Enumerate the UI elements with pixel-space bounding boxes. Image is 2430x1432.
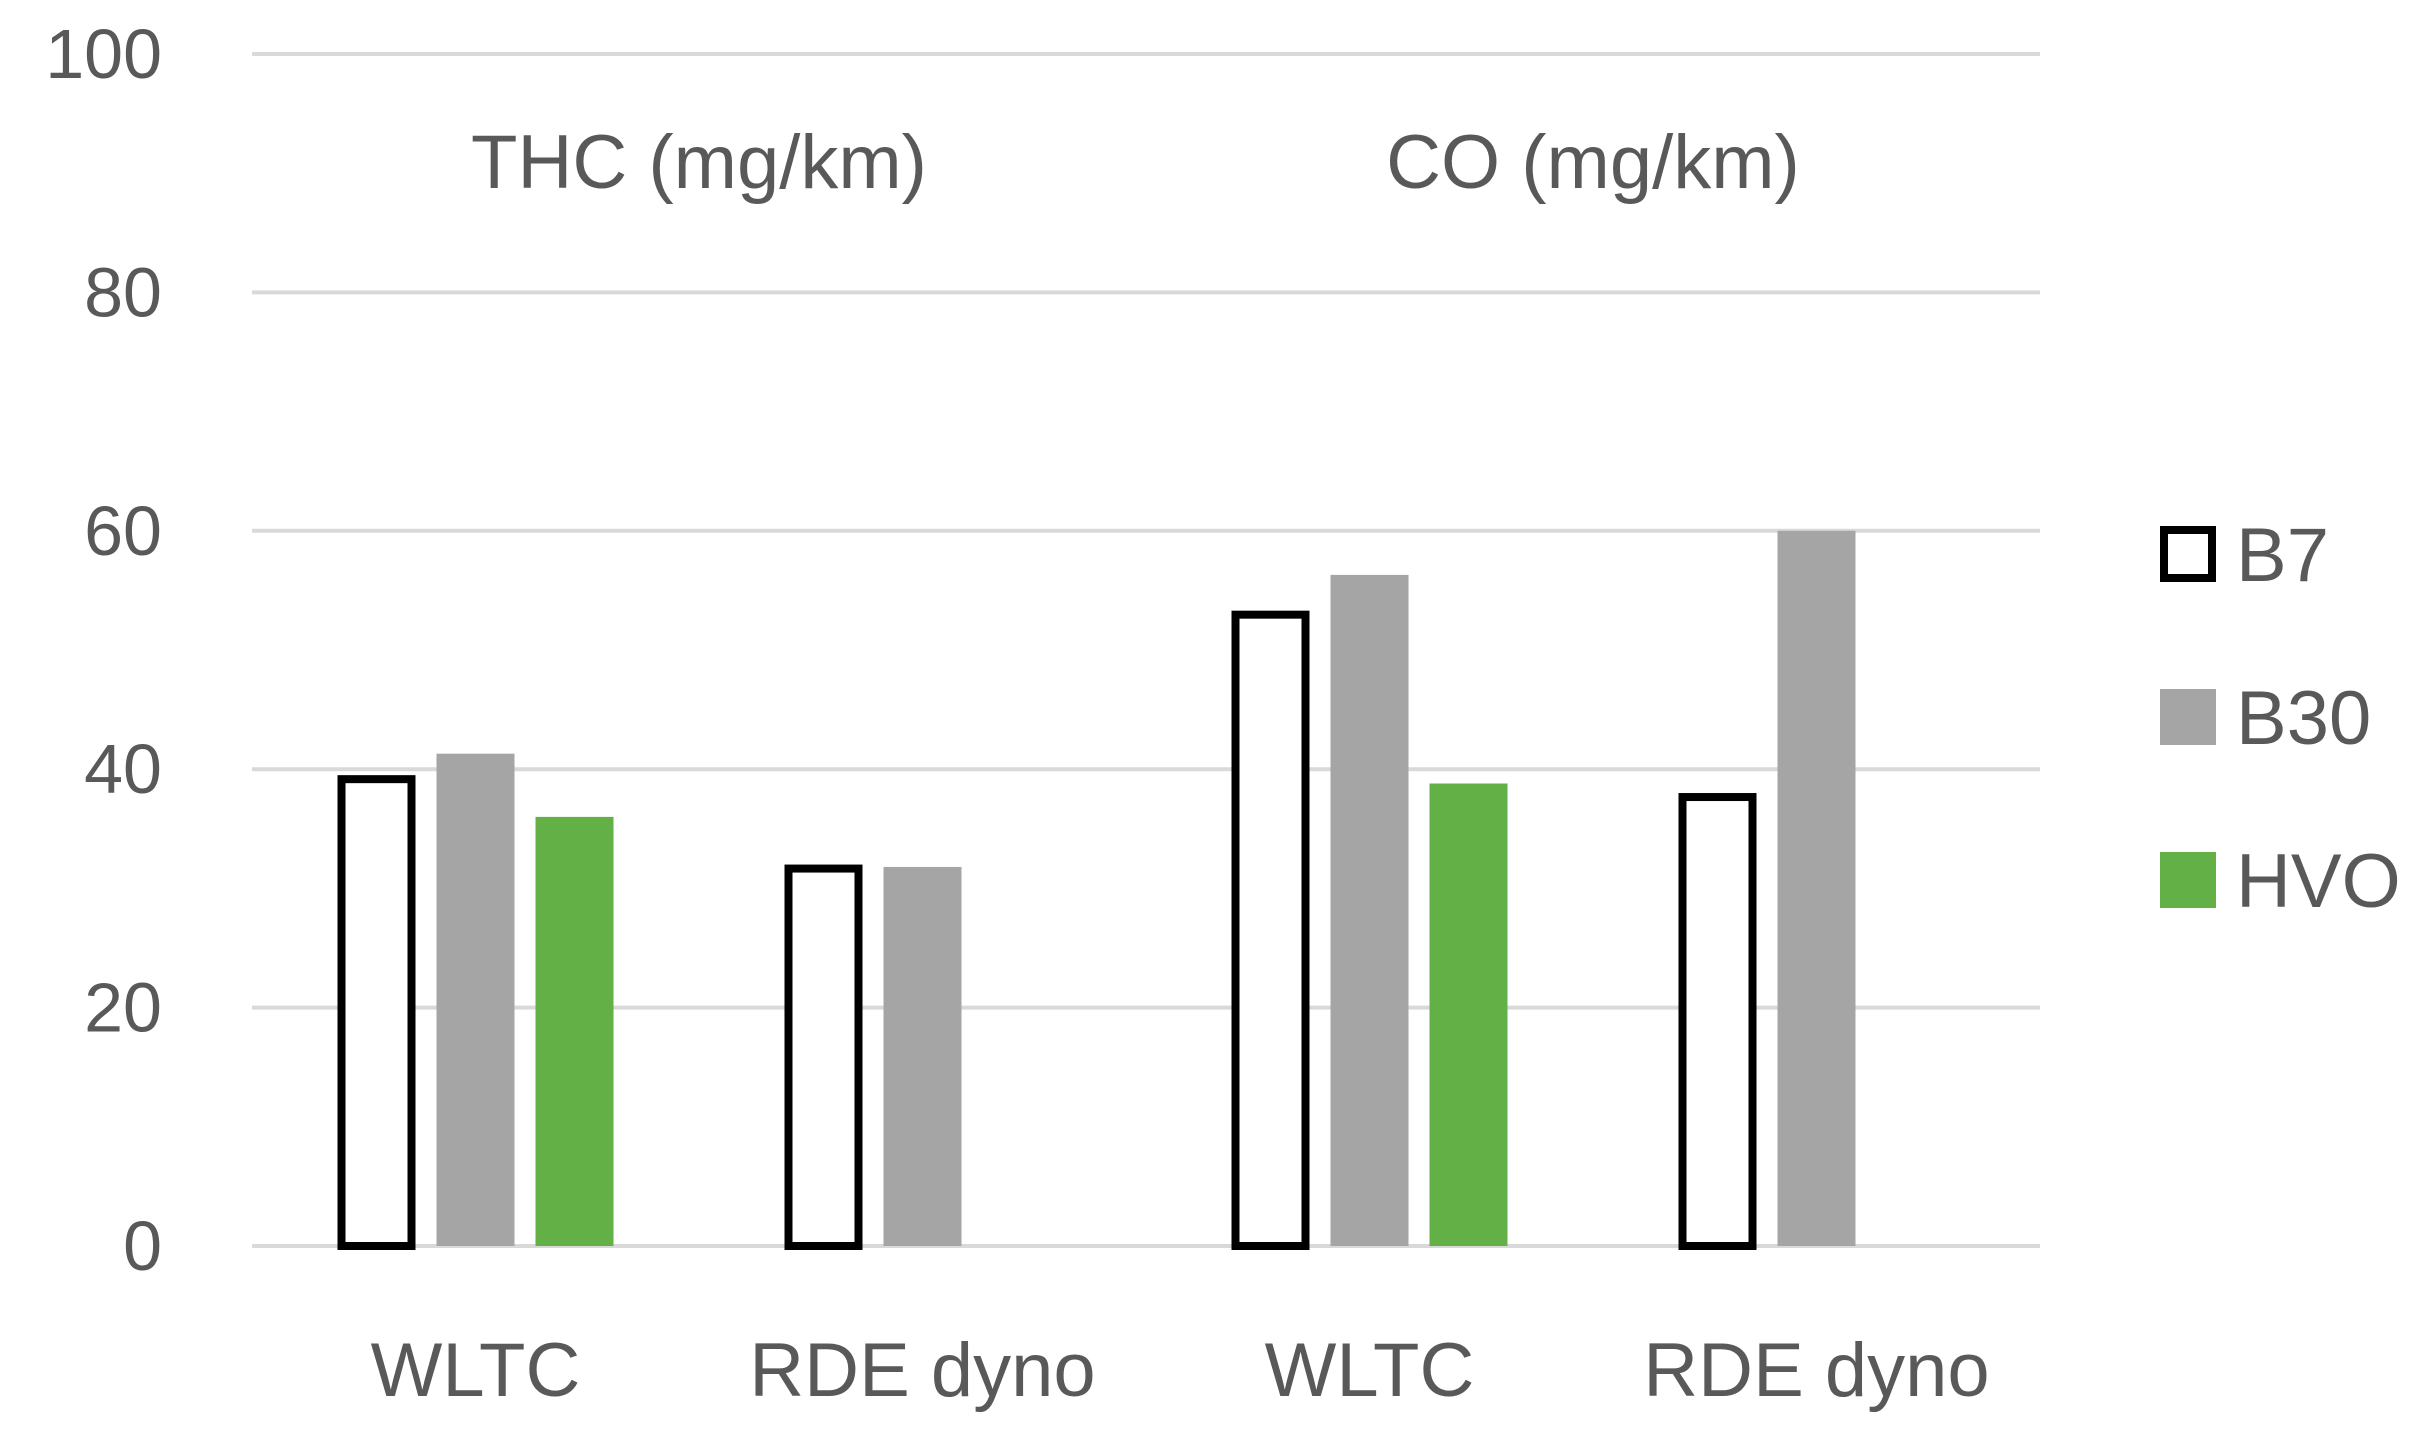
legend-label-b30: B30	[2236, 676, 2371, 761]
group-labels: THC (mg/km) CO (mg/km)	[471, 120, 1800, 205]
x-category-label: WLTC	[371, 1328, 581, 1413]
bar-hvo-0	[535, 816, 614, 1246]
bar-b30-3	[1777, 530, 1856, 1246]
bar-b30-1	[883, 866, 962, 1246]
group-label: CO (mg/km)	[1386, 120, 1800, 205]
x-axis-categories: WLTC RDE dyno WLTC RDE dyno	[371, 1328, 1990, 1413]
y-tick-label: 80	[84, 253, 162, 331]
bar-b7-0	[337, 775, 416, 1250]
legend-swatch-b7	[2160, 526, 2216, 582]
legend-label-b7: B7	[2236, 513, 2329, 598]
bar-b7-3	[1678, 793, 1757, 1250]
group-label: THC (mg/km)	[471, 120, 927, 205]
y-tick-label: 100	[45, 15, 162, 93]
legend: B7 B30 HVO	[2160, 513, 2401, 924]
y-tick-label: 60	[84, 492, 162, 570]
bar-hvo-2	[1429, 783, 1508, 1246]
y-tick-label: 40	[84, 730, 162, 808]
x-category-label: RDE dyno	[1643, 1328, 1989, 1413]
bar-b30-2	[1330, 574, 1409, 1246]
x-category-label: WLTC	[1265, 1328, 1475, 1413]
legend-swatch-hvo	[2160, 852, 2216, 908]
y-tick-label: 0	[123, 1207, 162, 1285]
x-category-label: RDE dyno	[749, 1328, 1095, 1413]
bar-b30-0	[436, 753, 515, 1246]
gridlines	[252, 52, 2040, 1248]
legend-label-hvo: HVO	[2236, 839, 2401, 924]
bar-b7-1	[784, 864, 863, 1250]
y-axis-ticks: 0 20 40 60 80 100	[45, 15, 162, 1285]
y-tick-label: 20	[84, 969, 162, 1047]
legend-swatch-b30	[2160, 689, 2216, 745]
bars	[337, 530, 1856, 1250]
bar-b7-2	[1231, 610, 1310, 1250]
